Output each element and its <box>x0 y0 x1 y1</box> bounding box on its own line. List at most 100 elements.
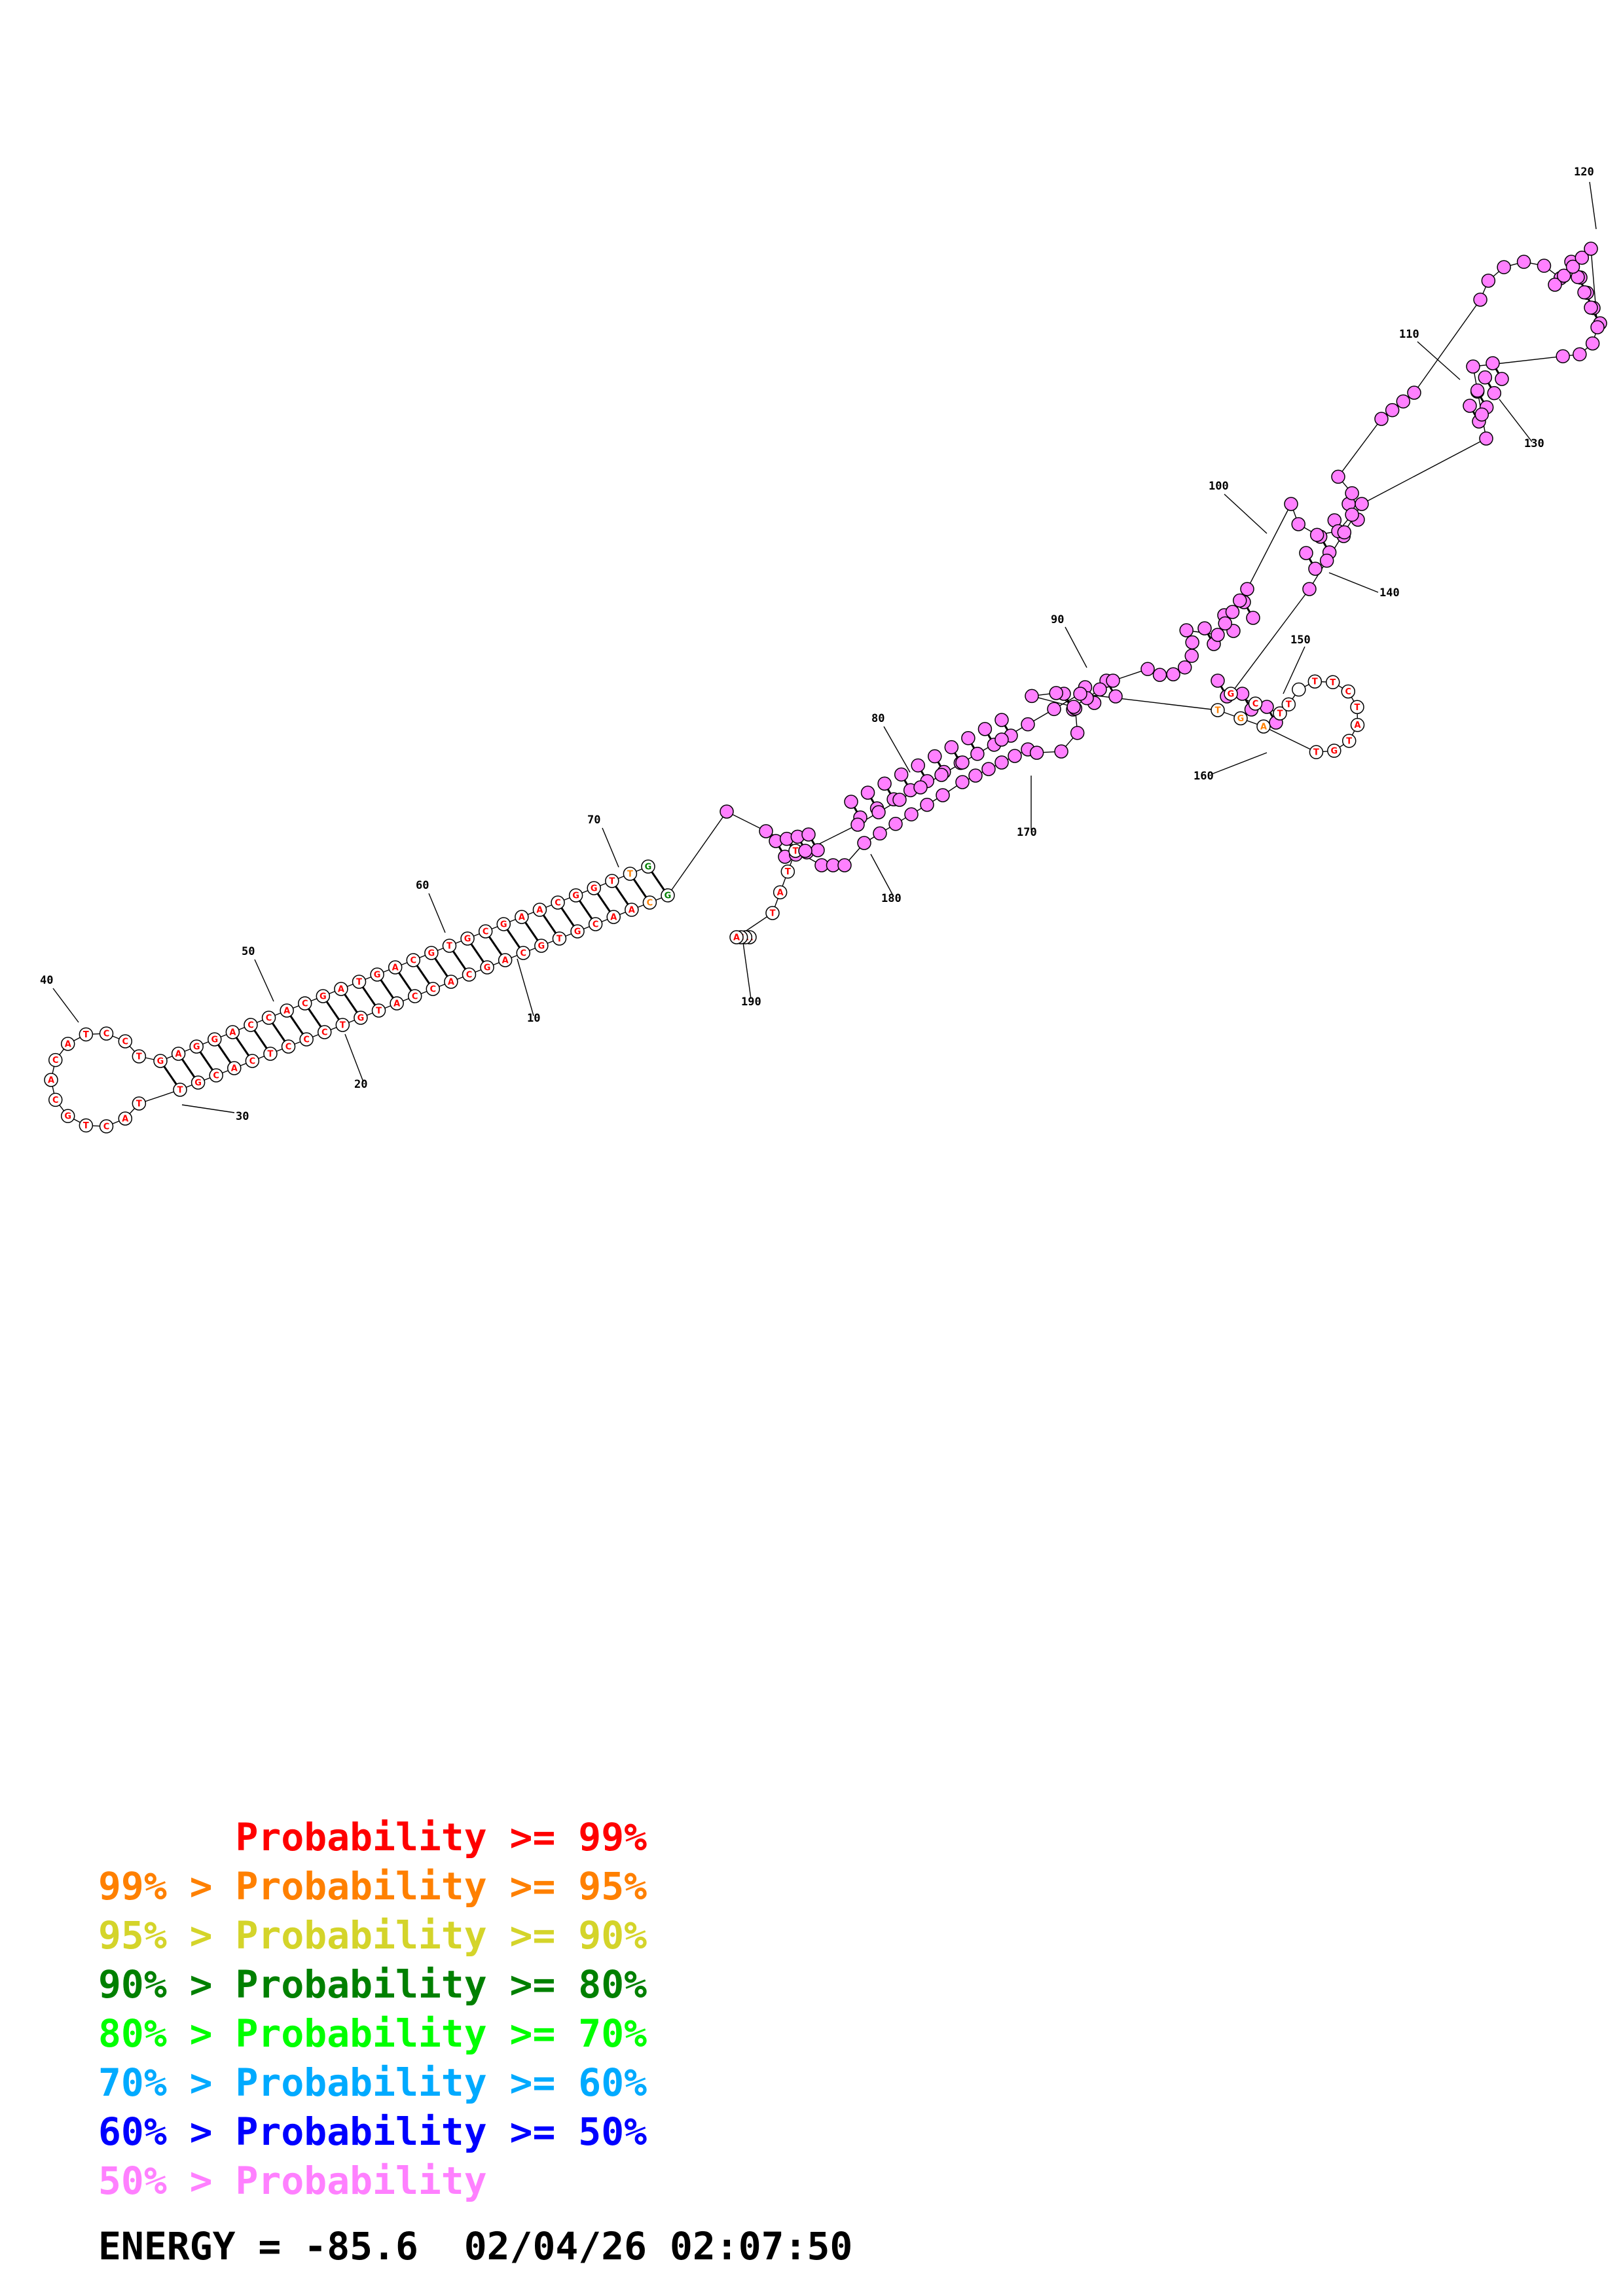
nucleotide-letter: C <box>412 992 418 1002</box>
position-label-100: 100 <box>1209 480 1229 493</box>
nucleotide: T <box>1302 582 1317 596</box>
nucleotide <box>1516 255 1531 269</box>
nucleotide: T <box>1273 706 1287 721</box>
nucleotide <box>1537 259 1552 273</box>
nucleotide-letter: A <box>502 956 509 966</box>
nucleotide-letter: G <box>374 971 381 980</box>
nucleotide <box>1481 274 1496 288</box>
nucleotide-letter: A <box>1354 721 1360 730</box>
nucleotide-letter: A <box>629 906 635 916</box>
nucleotide: C <box>317 1025 332 1039</box>
nucleotide-letter: A <box>448 978 454 988</box>
nucleotide: G <box>661 888 675 903</box>
position-label-90: 90 <box>1051 613 1064 626</box>
nucleotide <box>1577 285 1592 300</box>
nucleotide-letter: C <box>103 1122 110 1132</box>
legend-text: Probability >= 50% <box>235 2109 647 2154</box>
nucleotide <box>1225 605 1240 619</box>
nucleotide <box>1054 744 1068 759</box>
nucleotide <box>968 768 983 783</box>
nucleotide <box>1556 349 1570 364</box>
nucleotide: T <box>1326 675 1340 690</box>
nucleotide: T <box>1307 674 1322 689</box>
nucleotide-letter: A <box>1588 245 1594 255</box>
label-leader-line <box>428 893 446 933</box>
nucleotide <box>1284 497 1298 511</box>
nucleotide-letter: T <box>1029 692 1035 702</box>
nucleotide-letter: C <box>520 949 526 959</box>
position-label-150: 150 <box>1290 634 1311 647</box>
nucleotide-letter: T <box>340 1021 346 1031</box>
timestamp: 02/04/26 02:07:50 <box>464 2224 853 2269</box>
nucleotide-letter: C <box>1252 700 1259 709</box>
nucleotide <box>1466 359 1480 374</box>
nucleotide: C <box>478 924 493 939</box>
base-pair-lines <box>159 261 1601 1090</box>
nucleotide: A <box>444 975 458 989</box>
nucleotide-letter: G <box>1313 531 1321 541</box>
nucleotide <box>1106 673 1120 688</box>
nucleotide: C <box>407 989 422 1003</box>
nucleotide <box>994 755 1009 770</box>
nucleotide <box>1240 582 1254 596</box>
legend-prefix: 50% > <box>98 2159 236 2203</box>
nucleotide: G <box>496 917 511 931</box>
nucleotide-letter: G <box>591 884 598 894</box>
position-label-80: 80 <box>871 712 884 725</box>
nucleotide: C <box>551 895 565 910</box>
nucleotide: G <box>568 888 583 903</box>
nucleotide <box>1108 689 1123 704</box>
legend-text: Probability >= 70% <box>235 2011 647 2056</box>
backbone-segment <box>1338 418 1382 477</box>
nucleotide-letter: G <box>574 927 581 937</box>
nucleotide <box>798 844 812 858</box>
nucleotide-letter: G <box>357 1014 365 1024</box>
nucleotide <box>811 843 825 857</box>
nucleotide <box>1565 259 1580 274</box>
nucleotide-letter: G <box>538 942 545 952</box>
nucleotide: T <box>780 864 795 879</box>
label-leader-line <box>1589 181 1597 230</box>
nucleotide <box>955 755 970 770</box>
nucleotide: T <box>765 906 780 920</box>
nucleotide-letter: G <box>428 949 435 959</box>
nucleotide <box>1497 260 1511 274</box>
nucleotide: G <box>1233 711 1248 726</box>
nucleotide: T <box>371 1003 386 1018</box>
nucleotide-letter: C <box>410 956 417 966</box>
nucleotide <box>1152 668 1167 682</box>
nucleotide <box>1211 628 1225 642</box>
nucleotide: A <box>532 903 547 917</box>
nucleotide <box>994 713 1009 727</box>
nucleotide-letter: G <box>319 992 327 1002</box>
nucleotide: T <box>173 1083 187 1097</box>
nucleotide <box>944 740 959 755</box>
nucleotide-letter: T <box>1182 663 1188 673</box>
nucleotide-letter: T <box>793 847 799 857</box>
nucleotide-letter: A <box>777 888 784 898</box>
backbone-segment <box>726 811 767 832</box>
label-leader-line <box>742 942 752 999</box>
nucleotide-letter: C <box>555 899 561 908</box>
legend-prefix: 90% > <box>98 1962 236 2007</box>
label-leader-line <box>602 827 619 868</box>
nucleotide-letter: A <box>283 1007 290 1016</box>
nucleotide <box>1211 673 1225 688</box>
backbone-segment <box>1361 438 1487 505</box>
nucleotide: A <box>1350 717 1365 732</box>
nucleotide-letter: G <box>1341 528 1348 538</box>
probability-legend: Probability >= 99% 99% > Probability >= 9… <box>98 1813 647 2206</box>
nucleotide-letter: A <box>48 1076 54 1086</box>
nucleotide: C <box>48 1052 63 1067</box>
nucleotide: T <box>1309 745 1324 759</box>
nucleotide-letter: A <box>1578 253 1585 263</box>
nucleotide-letter: T <box>356 978 362 988</box>
nucleotide <box>1233 593 1247 608</box>
nucleotide: C <box>299 1032 314 1047</box>
nucleotide <box>877 776 892 791</box>
nucleotide: A <box>1256 719 1271 734</box>
nucleotide-letter: C <box>321 1028 328 1038</box>
position-label-50: 50 <box>242 945 255 958</box>
nucleotide: C <box>426 982 441 996</box>
nucleotide-letter: A <box>393 999 400 1009</box>
